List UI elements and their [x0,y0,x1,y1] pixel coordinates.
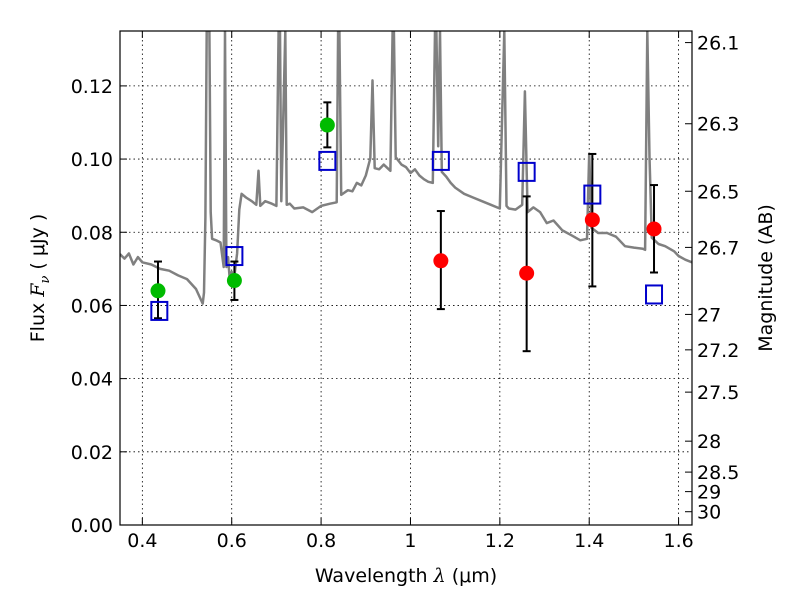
x-tick-label: 0.4 [127,530,157,552]
mag-tick-label: 26.3 [697,114,739,136]
y-tick-label: 0.04 [71,369,113,391]
y2-axis-label: Magnitude (AB) [755,204,777,352]
data-point [519,265,535,281]
mag-tick-label: 28 [697,431,721,453]
data-point [433,253,449,269]
model-point [318,150,337,171]
y-axis-label: Flux Fν ( μJy ) [27,214,53,343]
data-point [646,221,662,237]
model-point [517,161,536,182]
y-tick-label: 0.12 [71,76,113,98]
mag-tick-label: 26.7 [697,237,739,259]
mag-tick-label: 29 [697,482,721,504]
mag-tick-label: 27.5 [697,382,739,404]
data-point [584,212,600,228]
x-axis-label: Wavelength λ (μm) [315,565,497,587]
x-tick-label: 1 [404,530,416,552]
mag-tick-label: 27 [697,304,721,326]
y-tick-label: 0.08 [71,222,113,244]
mag-tick-label: 30 [697,502,721,524]
data-point [150,283,166,299]
x-tick-label: 0.6 [217,530,247,552]
model-point [431,150,450,171]
y-tick-label: 0.06 [71,295,113,317]
model-point [225,246,244,267]
data-point [226,273,242,289]
data-point [319,117,335,133]
mag-tick-label: 26.5 [697,181,739,203]
x-tick-label: 1.6 [663,530,693,552]
ticks-layer: 0.4 0.6 0.8 1 1.2 1.4 1.6 0.00 0.02 0.04 0.06 0.08 0… [71,31,739,552]
mag-tick-label: 26.1 [697,33,739,55]
y-tick-label: 0.00 [71,515,113,537]
spectrum-line [120,31,692,305]
x-tick-label: 1.2 [485,530,515,552]
plot-frame [119,30,693,526]
mag-tick-label: 27.2 [697,340,739,362]
x-tick-label: 0.8 [306,530,336,552]
data-points-layer [150,101,664,353]
spectrum-layer [120,31,692,305]
model-point [645,284,664,305]
model-point [150,300,169,321]
grid-lines [120,31,692,525]
y-tick-label: 0.10 [71,149,113,171]
x-tick-label: 1.4 [574,530,604,552]
plot-background [120,31,692,525]
y-tick-label: 0.02 [71,442,113,464]
mag-tick-label: 28.5 [697,462,739,484]
model-point [583,184,602,205]
